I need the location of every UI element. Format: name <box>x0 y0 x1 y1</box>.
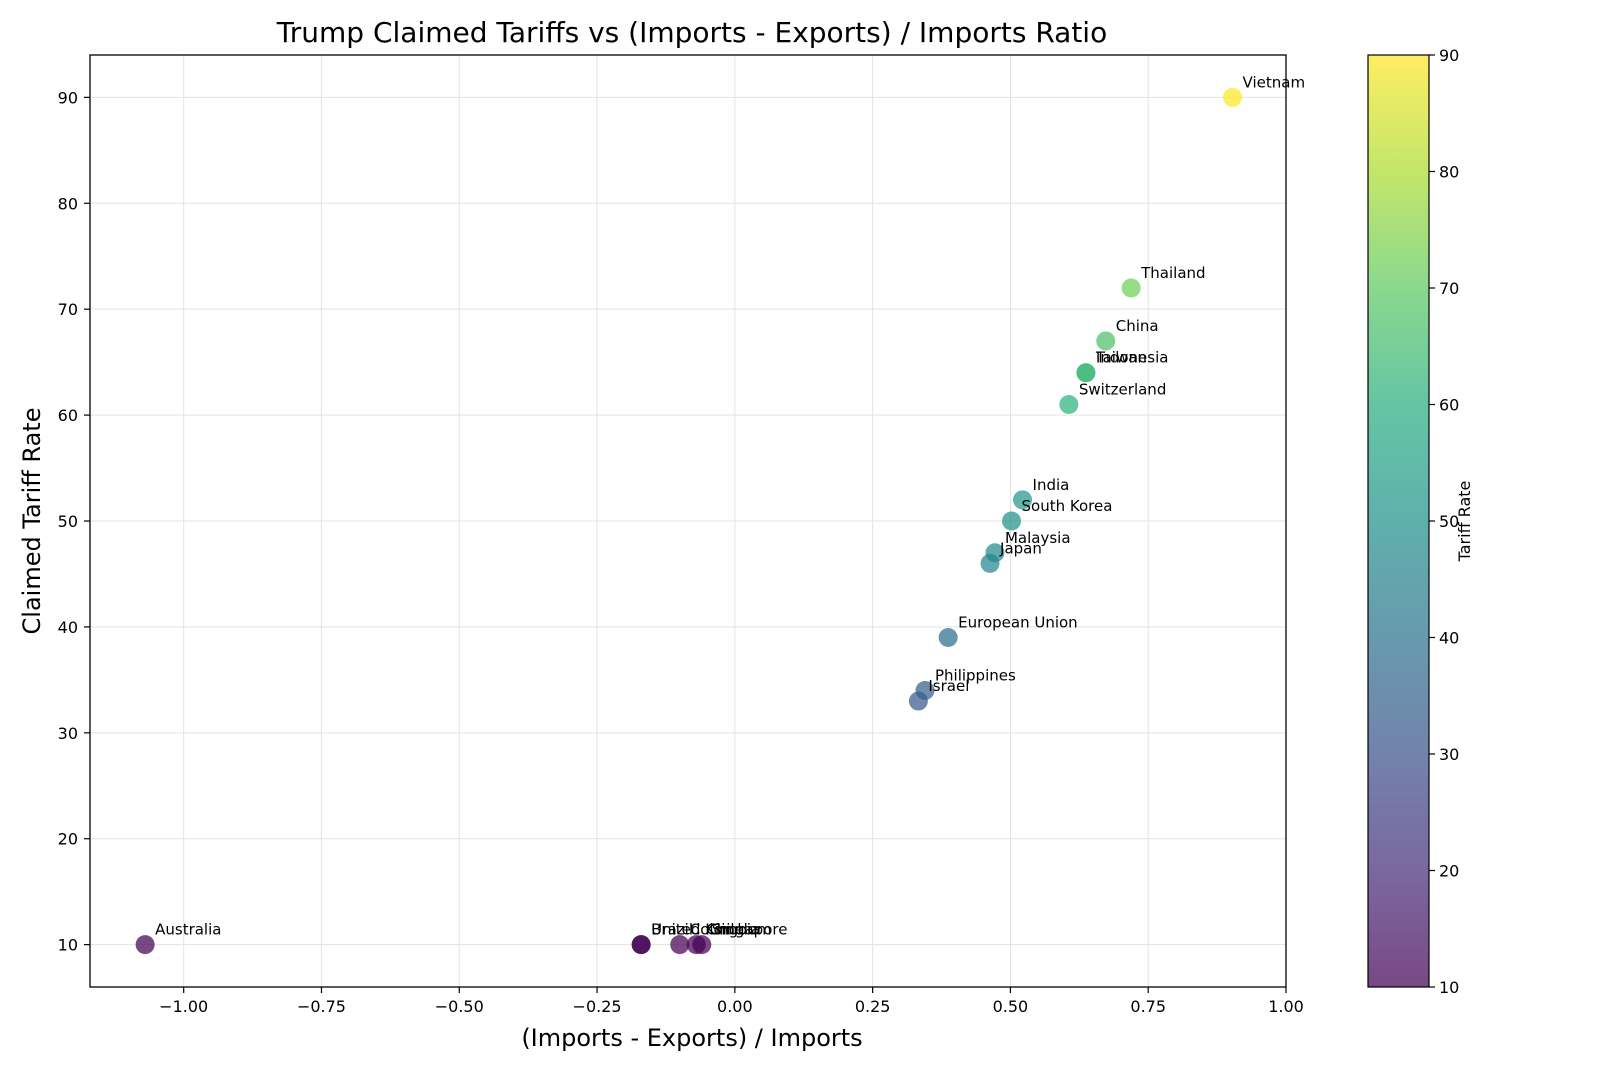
y-tick-label: 40 <box>58 618 78 637</box>
y-tick-label: 30 <box>58 724 78 743</box>
x-tick-label: −1.00 <box>159 997 208 1016</box>
point-label: Israel <box>928 677 969 695</box>
x-axis: −1.00 −0.75 −0.50 −0.25 0.00 0.25 0.50 0.75 1.00 <box>159 987 1304 1016</box>
gridlines <box>90 55 1287 987</box>
y-axis-title: Claimed Tariff Rate <box>18 408 46 635</box>
y-tick-label: 80 <box>58 194 78 213</box>
y-tick-label: 60 <box>58 406 78 425</box>
x-tick-label: −0.25 <box>573 997 622 1016</box>
data-point <box>908 691 928 711</box>
point-label: South Korea <box>1022 497 1113 515</box>
colorbar-tick-label: 50 <box>1439 512 1459 531</box>
x-tick-label: 1.00 <box>1268 997 1304 1016</box>
data-point <box>135 935 155 955</box>
point-label: India <box>1033 476 1070 494</box>
point-label: Japan <box>999 539 1042 557</box>
point-label: Switzerland <box>1079 381 1167 399</box>
data-point <box>1002 511 1022 531</box>
point-label: Colombia <box>690 921 761 939</box>
point-label: Thailand <box>1140 264 1205 282</box>
y-tick-label: 10 <box>58 936 78 955</box>
data-point <box>692 935 712 955</box>
x-tick-label: −0.75 <box>297 997 346 1016</box>
x-tick-label: 0.25 <box>855 997 891 1016</box>
point-label: Taiwan <box>1095 349 1147 367</box>
data-point <box>1096 331 1116 351</box>
colorbar-title: Tariff Rate <box>1455 481 1474 563</box>
point-label: Brazil <box>651 921 693 939</box>
point-label: European Union <box>958 614 1078 632</box>
colorbar-tick-label: 40 <box>1439 629 1459 648</box>
colorbar-tick-label: 60 <box>1439 396 1459 415</box>
data-point <box>1223 87 1243 107</box>
x-axis-title: (Imports - Exports) / Imports <box>521 1024 862 1052</box>
colorbar-tick-label: 30 <box>1439 745 1459 764</box>
data-points <box>135 87 1243 955</box>
y-tick-label: 20 <box>58 830 78 849</box>
x-tick-label: 0.75 <box>1130 997 1166 1016</box>
data-point <box>670 935 690 955</box>
point-label: Malaysia <box>1005 529 1071 547</box>
colorbar-tick-label: 10 <box>1439 978 1459 997</box>
point-label: Philippines <box>935 666 1016 684</box>
colorbar-tick-label: 70 <box>1439 279 1459 298</box>
point-label: Australia <box>155 921 221 939</box>
x-tick-label: 0.00 <box>717 997 753 1016</box>
data-point <box>1121 278 1141 298</box>
point-label: China <box>1116 317 1159 335</box>
data-point <box>1013 490 1033 510</box>
colorbar-tick-label: 90 <box>1439 46 1459 65</box>
y-axis: 10 20 30 40 50 60 70 80 90 <box>58 88 90 955</box>
data-point <box>980 553 1000 573</box>
colorbar-gradient <box>1368 55 1429 987</box>
chart-title: Trump Claimed Tariffs vs (Imports - Expo… <box>276 16 1107 49</box>
colorbar-tick-label: 20 <box>1439 862 1459 881</box>
x-tick-label: 0.50 <box>993 997 1029 1016</box>
data-point <box>631 935 651 955</box>
point-label: Chile <box>706 921 744 939</box>
data-point <box>1059 395 1079 414</box>
y-tick-label: 70 <box>58 300 78 319</box>
data-point <box>938 628 958 647</box>
y-tick-label: 50 <box>58 512 78 531</box>
y-tick-label: 90 <box>58 88 78 107</box>
point-label: United Kingdom <box>651 921 771 939</box>
x-tick-label: −0.50 <box>435 997 484 1016</box>
colorbar-tick-label: 80 <box>1439 163 1459 182</box>
data-point <box>1076 363 1096 383</box>
point-label: Vietnam <box>1243 73 1306 91</box>
point-label: Singapore <box>712 921 788 939</box>
colorbar: 10 20 30 40 50 60 70 80 90 Tariff Rate <box>1367 46 1474 997</box>
point-label: Indonesia <box>1096 349 1169 367</box>
colorbar-ticks: 10 20 30 40 50 60 70 80 90 <box>1429 46 1459 997</box>
